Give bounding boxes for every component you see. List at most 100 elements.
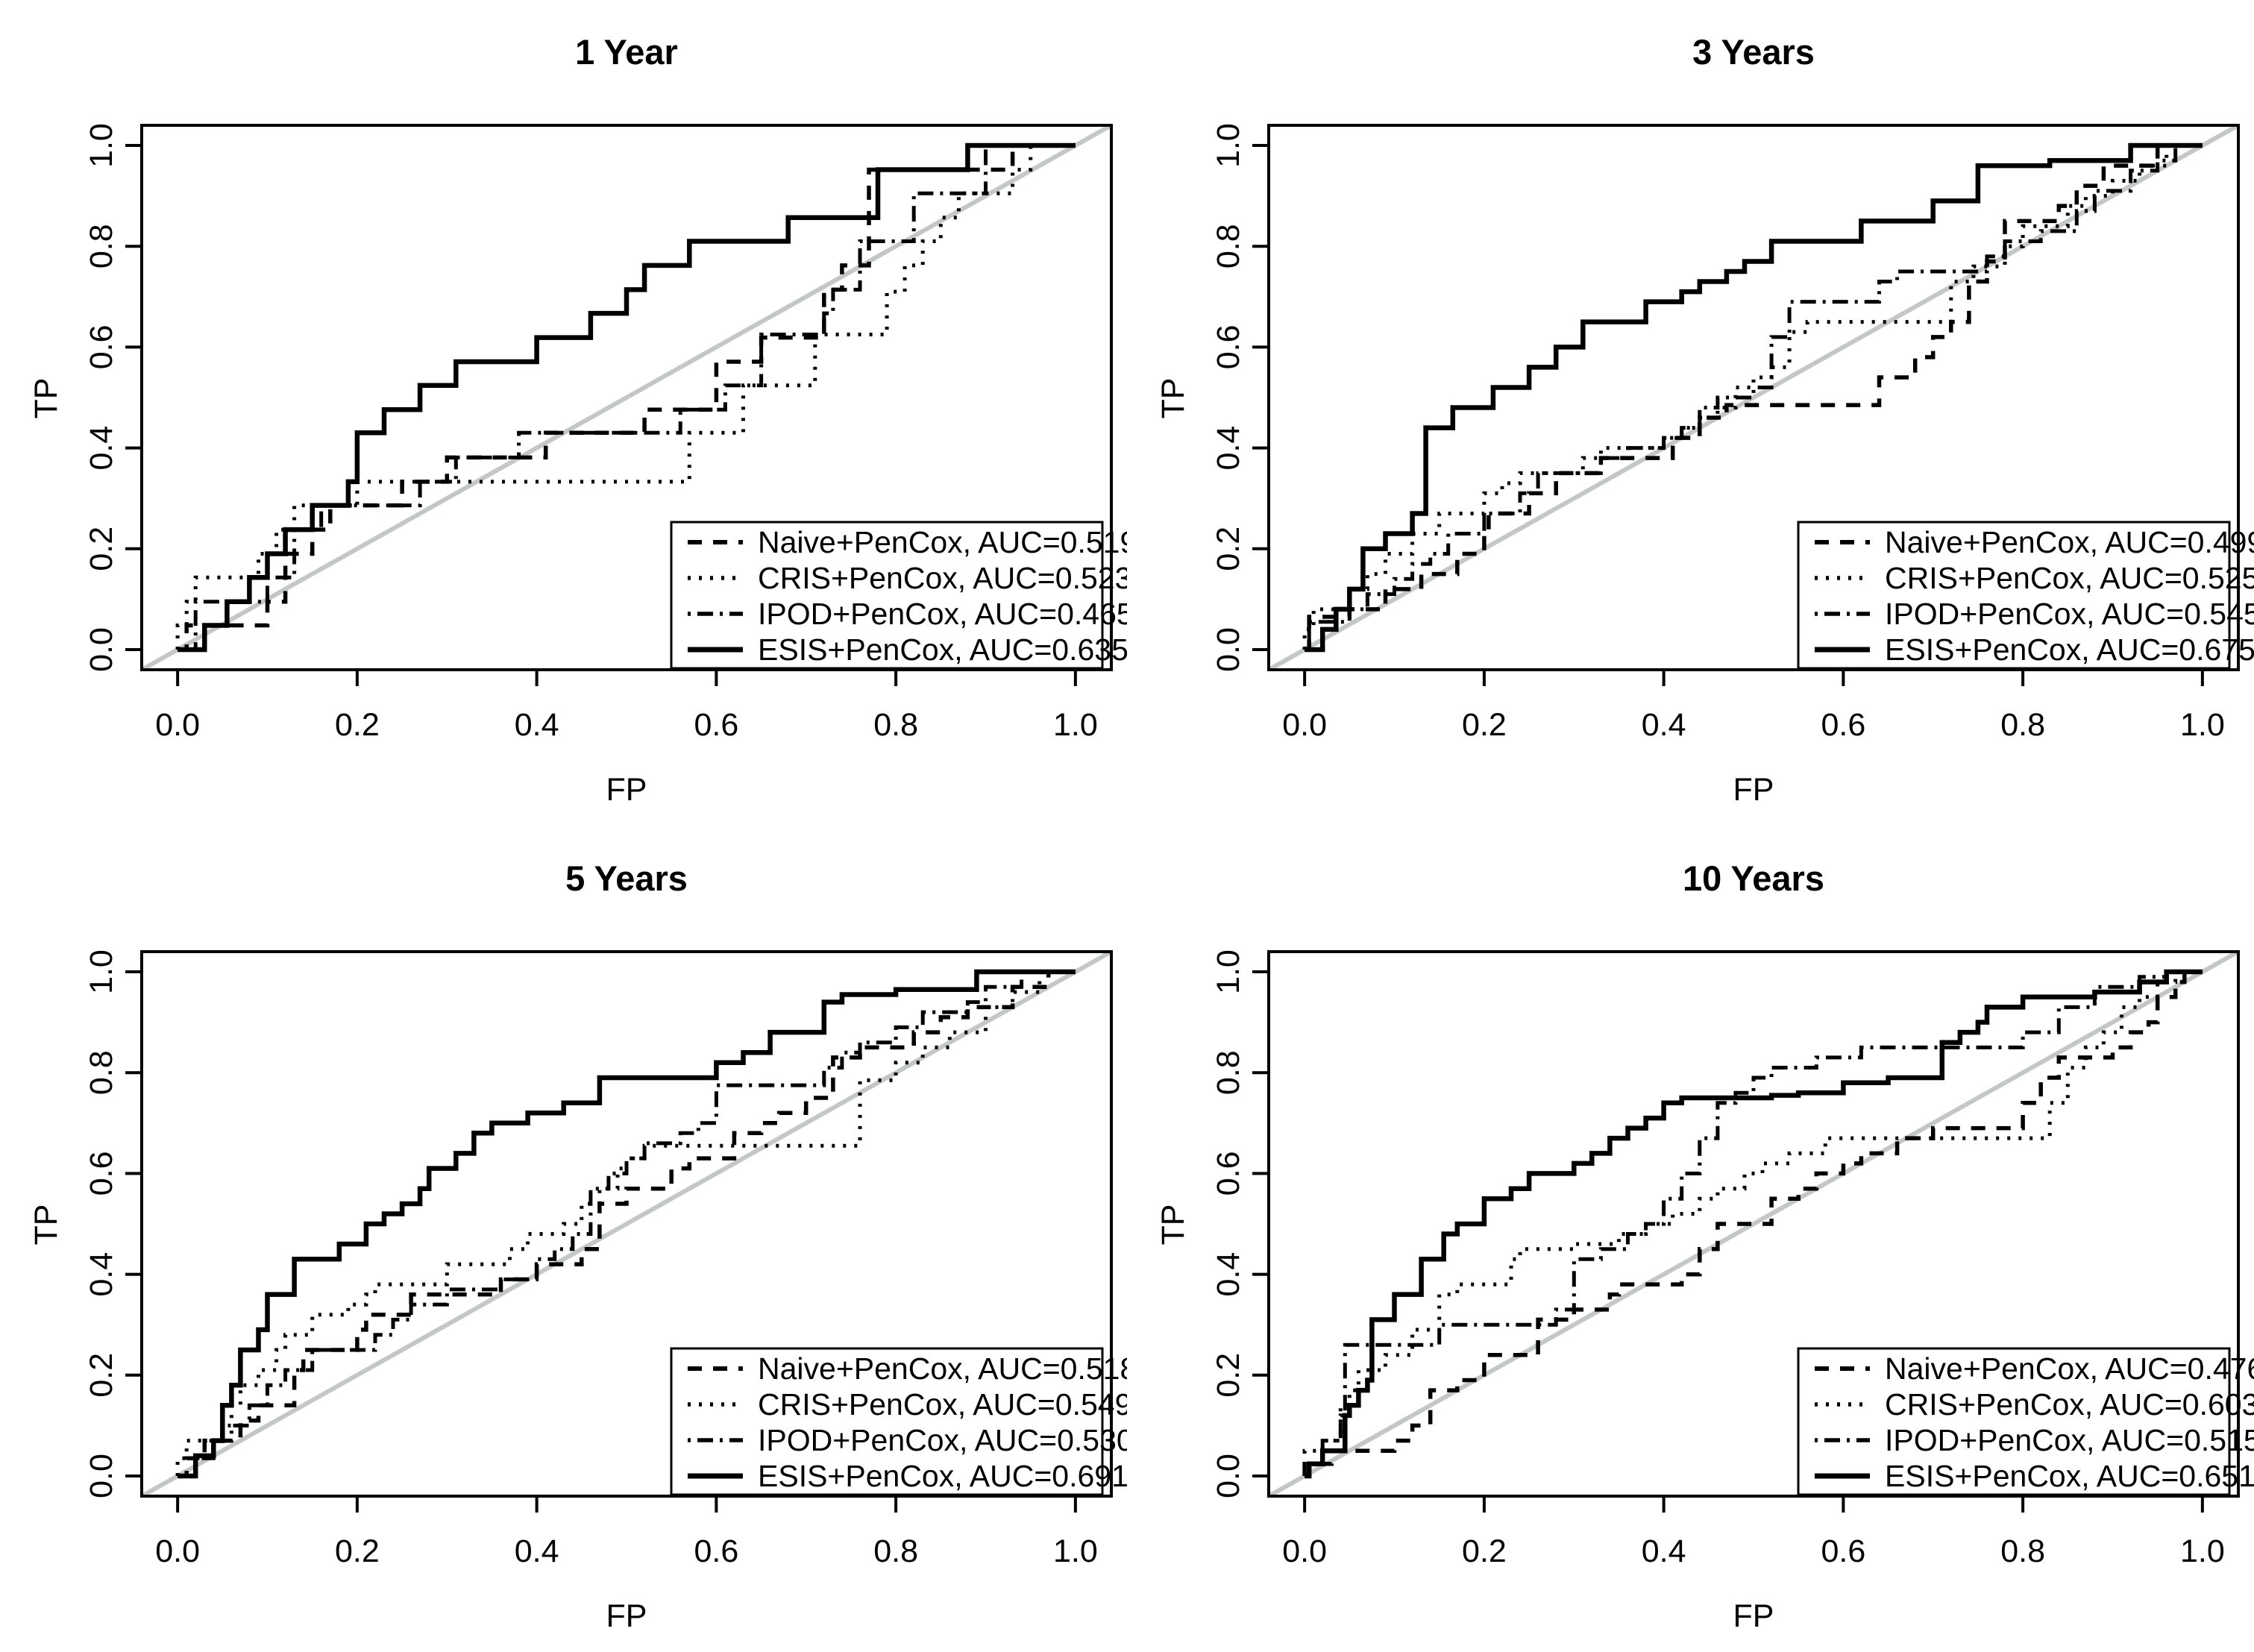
- y-axis-tick-label: 0.6: [84, 1152, 119, 1196]
- x-axis-tick-label: 0.8: [2000, 707, 2045, 743]
- y-axis-tick-label: 0.4: [1211, 426, 1246, 471]
- plot-box: [1267, 124, 2240, 671]
- y-axis-tick-label: 0.4: [1211, 1252, 1246, 1297]
- page-title: 10 Years: [1683, 858, 1824, 898]
- diagonal-reference-line: [1267, 949, 2240, 1498]
- roc-plot-3-years: 0.0 0.0 0.2 0.2 0.4 0.4 0.6 0.6 0.8 0.8 1.0 1.0 Naiv…: [1211, 123, 2254, 743]
- legend-box: [1797, 521, 2231, 670]
- x-axis-tick-label: 0.8: [873, 707, 918, 743]
- y-axis-tick-label: 1.0: [84, 123, 119, 168]
- roc-curve-cris-pencox: [1302, 143, 2203, 650]
- page-title: 3 Years: [1692, 32, 1815, 72]
- legend-label: ESIS+PenCox, AUC=0.691: [758, 1459, 1127, 1493]
- legend-label: CRIS+PenCox, AUC=0.603: [1885, 1387, 2254, 1422]
- y-axis-tick-label: 0.2: [84, 1353, 119, 1398]
- page-title: 1 Year: [575, 32, 678, 72]
- x-axis-tick-label: 0.4: [1642, 1533, 1686, 1569]
- legend-label: CRIS+PenCox, AUC=0.523: [758, 561, 1127, 595]
- x-axis-tick-label: 1.0: [2180, 707, 2225, 743]
- legend-label: Naive+PenCox, AUC=0.518: [758, 1351, 1127, 1386]
- legend-label: IPOD+PenCox, AUC=0.545: [1885, 597, 2254, 631]
- panel-10-years: 10 Years 0.0 0.0 0.2 0.2 0.4 0.4 0.6 0.6 0.8 0.8 1…: [1127, 826, 2254, 1652]
- roc-curve-ipod-pencox: [178, 143, 1076, 652]
- y-axis-tick-label: 0.4: [84, 426, 119, 471]
- x-axis-tick-label: 0.2: [1462, 707, 1507, 743]
- page-title: 5 Years: [565, 858, 688, 898]
- legend-box: [670, 1347, 1104, 1496]
- y-axis-label: TP: [28, 377, 64, 419]
- x-axis-tick-label: 0.2: [335, 1533, 380, 1569]
- legend-label: ESIS+PenCox, AUC=0.651: [1885, 1459, 2254, 1493]
- x-axis-tick-label: 0.0: [1282, 1533, 1327, 1569]
- roc-curve-cris-pencox: [175, 143, 1076, 650]
- y-axis-tick-label: 0.2: [1211, 527, 1246, 571]
- roc-curve-cris-pencox: [175, 970, 1076, 1476]
- x-axis-tick-label: 0.8: [873, 1533, 918, 1569]
- legend-label: IPOD+PenCox, AUC=0.465: [758, 597, 1127, 631]
- y-axis-tick-label: 0.8: [84, 224, 119, 268]
- x-axis-tick-label: 0.6: [694, 1533, 738, 1569]
- y-axis-label: TP: [1155, 1204, 1191, 1246]
- diagonal-reference-line: [140, 123, 1113, 672]
- x-axis-tick-label: 0.4: [515, 1533, 559, 1569]
- roc-curve-esis-pencox: [178, 142, 1076, 653]
- x-axis-label: FP: [1733, 1598, 1774, 1634]
- y-axis-label: TP: [28, 1204, 64, 1246]
- y-axis-tick-label: 0.2: [1211, 1353, 1246, 1398]
- panel-5-years: 5 Years 0.0 0.0 0.2 0.2 0.4 0.4 0.6 0.6 0.8 0.8 1.…: [0, 826, 1127, 1652]
- x-axis-label: FP: [606, 1598, 647, 1634]
- roc-curve-ipod-pencox: [178, 970, 1076, 1478]
- legend-label: IPOD+PenCox, AUC=0.515: [1885, 1423, 2254, 1457]
- x-axis-tick-label: 0.0: [155, 707, 200, 743]
- legend-label: Naive+PenCox, AUC=0.499: [1885, 525, 2254, 559]
- x-axis-tick-label: 0.6: [694, 707, 738, 743]
- legend-label: Naive+PenCox, AUC=0.519: [758, 525, 1127, 559]
- x-axis-tick-label: 0.2: [1462, 1533, 1507, 1569]
- y-axis-tick-label: 0.0: [84, 627, 119, 672]
- legend-label: IPOD+PenCox, AUC=0.530: [758, 1423, 1127, 1457]
- legend-label: ESIS+PenCox, AUC=0.635: [758, 632, 1127, 667]
- y-axis-tick-label: 1.0: [1211, 949, 1246, 994]
- panel-3-years: 3 Years 0.0 0.0 0.2 0.2 0.4 0.4 0.6 0.6 0.8 0.8 1.…: [1127, 0, 2254, 826]
- roc-curve-naive-pencox: [178, 143, 1076, 652]
- x-axis-tick-label: 1.0: [2180, 1533, 2225, 1569]
- x-axis-tick-label: 0.2: [335, 707, 380, 743]
- plot-box: [140, 124, 1113, 671]
- legend-label: Naive+PenCox, AUC=0.476: [1885, 1351, 2254, 1386]
- x-axis-label: FP: [1733, 772, 1774, 808]
- roc-curve-ipod-pencox: [1305, 970, 2203, 1478]
- roc-curve-esis-pencox: [178, 969, 1076, 1479]
- y-axis-tick-label: 0.6: [84, 325, 119, 370]
- x-axis-tick-label: 0.4: [515, 707, 559, 743]
- roc-curve-naive-pencox: [178, 970, 1076, 1478]
- x-axis-tick-label: 0.8: [2000, 1533, 2045, 1569]
- roc-plot-10-years: 0.0 0.0 0.2 0.2 0.4 0.4 0.6 0.6 0.8 0.8 1.0 1.0 Naiv…: [1211, 949, 2254, 1569]
- y-axis-tick-label: 1.0: [84, 949, 119, 994]
- y-axis-tick-label: 1.0: [1211, 123, 1246, 168]
- legend-label: CRIS+PenCox, AUC=0.549: [758, 1387, 1127, 1422]
- legend-label: CRIS+PenCox, AUC=0.525: [1885, 561, 2254, 595]
- roc-plot-5-years: 0.0 0.0 0.2 0.2 0.4 0.4 0.6 0.6 0.8 0.8 1.0 1.0 Naiv…: [84, 949, 1127, 1569]
- roc-plot-1-year: 0.0 0.0 0.2 0.2 0.4 0.4 0.6 0.6 0.8 0.8 1.0 1.0 Naiv…: [84, 123, 1127, 743]
- diagonal-reference-line: [140, 949, 1113, 1498]
- x-axis-tick-label: 0.6: [1821, 1533, 1865, 1569]
- x-axis-tick-label: 0.0: [155, 1533, 200, 1569]
- y-axis-tick-label: 0.0: [1211, 1454, 1246, 1498]
- x-axis-tick-label: 0.4: [1642, 707, 1686, 743]
- roc-curve-esis-pencox: [1305, 969, 2203, 1479]
- y-axis-tick-label: 0.8: [1211, 1050, 1246, 1095]
- y-axis-label: TP: [1155, 377, 1191, 419]
- y-axis-tick-label: 0.6: [1211, 1152, 1246, 1196]
- legend-label: ESIS+PenCox, AUC=0.675: [1885, 632, 2254, 667]
- panel-1-year: 1 Year 0.0 0.0 0.2 0.2 0.4 0.4 0.6 0.6 0.8 0.8 1.0…: [0, 0, 1127, 826]
- plot-box: [1267, 950, 2240, 1498]
- legend-box: [1797, 1347, 2231, 1496]
- y-axis-tick-label: 0.8: [1211, 224, 1246, 268]
- roc-curve-esis-pencox: [1305, 142, 2203, 653]
- y-axis-tick-label: 0.6: [1211, 325, 1246, 370]
- x-axis-tick-label: 1.0: [1053, 1533, 1098, 1569]
- legend-box: [670, 521, 1104, 670]
- y-axis-tick-label: 0.0: [84, 1454, 119, 1498]
- plot-box: [140, 950, 1113, 1498]
